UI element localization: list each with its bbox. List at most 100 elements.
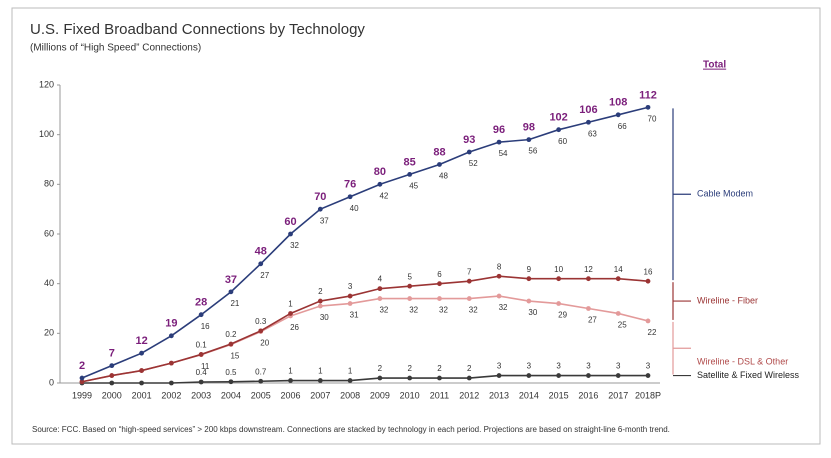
y-tick-label: 40	[44, 278, 54, 288]
data-label: 3	[497, 362, 502, 371]
data-point	[168, 360, 174, 366]
data-label: 45	[409, 182, 418, 191]
data-point	[317, 378, 323, 383]
data-point	[466, 149, 472, 155]
data-label: 0.1	[196, 341, 208, 350]
data-point	[258, 378, 264, 384]
data-point	[317, 303, 323, 309]
data-label: 3	[348, 282, 353, 291]
data-label: 2	[378, 364, 383, 373]
data-point	[586, 373, 591, 378]
x-tick-label: 2007	[310, 390, 330, 400]
data-label: 63	[588, 129, 597, 138]
data-label: 66	[618, 122, 627, 131]
data-label: 52	[469, 159, 478, 168]
x-tick-label: 2001	[132, 390, 152, 400]
total-label: 102	[549, 112, 567, 124]
data-label: 21	[230, 299, 239, 308]
data-point	[317, 206, 323, 212]
data-label: 32	[499, 303, 508, 312]
data-label: 0.3	[255, 317, 267, 326]
y-tick-label: 120	[39, 79, 54, 89]
series-line	[82, 374, 648, 384]
y-tick-label: 60	[44, 228, 54, 238]
data-label: 9	[527, 265, 532, 274]
totals-heading: Total	[703, 60, 726, 71]
data-point	[496, 273, 502, 279]
data-label: 10	[554, 265, 563, 274]
data-label: 12	[584, 265, 593, 274]
total-label: 98	[523, 122, 535, 134]
data-point	[556, 373, 562, 378]
legend-label: Cable Modem	[697, 189, 753, 199]
total-label: 93	[463, 134, 475, 146]
data-label: 2	[407, 364, 412, 373]
data-label: 1	[318, 367, 323, 376]
data-label: 54	[499, 149, 508, 158]
data-label: 29	[558, 311, 567, 320]
data-label: 30	[528, 308, 537, 317]
x-tick-label: 2000	[102, 390, 122, 400]
data-point	[437, 296, 442, 301]
data-point	[526, 373, 532, 378]
legend-label: Wireline - DSL & Other	[697, 357, 788, 367]
data-point	[377, 375, 383, 381]
data-label: 48	[439, 172, 448, 181]
data-point	[258, 328, 264, 334]
data-point	[437, 281, 442, 287]
data-label: 60	[558, 137, 567, 146]
data-point	[139, 368, 144, 373]
data-label: 32	[469, 306, 478, 315]
data-point	[258, 261, 264, 267]
data-label: 0.5	[225, 368, 237, 377]
x-tick-label: 2012	[459, 390, 479, 400]
data-label: 2	[467, 364, 472, 373]
total-label: 28	[195, 297, 207, 309]
x-tick-label: 2008	[340, 390, 360, 400]
data-label: 3	[646, 362, 651, 371]
data-point	[347, 301, 353, 306]
data-point	[496, 293, 502, 299]
chart-title: U.S. Fixed Broadband Connections by Tech…	[30, 21, 365, 38]
x-tick-label: 2010	[400, 390, 420, 400]
data-point	[139, 350, 144, 356]
x-tick-label: 2006	[281, 390, 301, 400]
data-point	[347, 194, 353, 200]
data-label: 70	[648, 114, 657, 123]
total-label: 12	[135, 335, 147, 347]
data-label: 1	[288, 300, 293, 309]
data-point	[407, 375, 413, 381]
data-label: 26	[290, 323, 299, 332]
data-point	[407, 296, 413, 301]
data-point	[496, 139, 502, 145]
data-label: 42	[379, 191, 388, 200]
data-label: 40	[350, 204, 359, 213]
total-label: 112	[639, 89, 657, 101]
data-point	[556, 127, 562, 133]
data-point	[377, 296, 383, 301]
y-tick-label: 80	[44, 179, 54, 189]
data-point	[109, 373, 115, 378]
x-tick-label: 2014	[519, 390, 539, 400]
data-point	[437, 375, 442, 381]
data-point	[556, 301, 562, 306]
data-point	[228, 289, 234, 295]
data-point	[377, 181, 383, 187]
x-tick-label: 2011	[430, 390, 449, 400]
data-point	[79, 375, 85, 381]
y-tick-label: 0	[49, 377, 54, 387]
data-label: 37	[320, 216, 329, 225]
x-tick-label: 1999	[72, 390, 92, 400]
data-point	[377, 286, 383, 292]
data-point	[317, 298, 323, 304]
data-point	[288, 378, 293, 383]
data-label: 25	[618, 321, 627, 330]
data-point	[526, 137, 532, 143]
frame	[11, 7, 821, 445]
data-label: 56	[528, 147, 537, 156]
data-label: 3	[586, 362, 591, 371]
data-point	[228, 379, 234, 385]
data-label: 0.7	[255, 367, 267, 376]
data-point	[496, 373, 502, 378]
